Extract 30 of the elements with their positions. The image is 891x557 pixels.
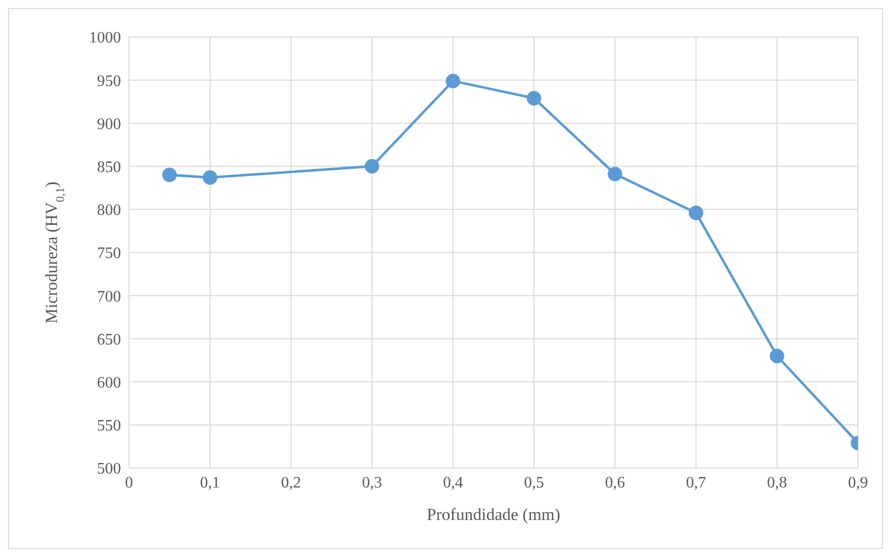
y-tick-label: 650 (97, 331, 121, 348)
x-tick-label: 0 (125, 474, 133, 492)
point (688, 206, 704, 220)
y-tick-label: 850 (97, 158, 121, 176)
y-tick-label: 750 (97, 245, 121, 262)
y-tick-label: 1000 (89, 30, 121, 47)
x-tick-label: 0,6 (605, 474, 625, 492)
x-tick-label: 0,1 (200, 474, 220, 492)
point (202, 170, 218, 185)
y-tick-label: 600 (97, 374, 121, 392)
point (770, 348, 784, 364)
x-tick-label: 0,8 (767, 474, 787, 492)
point (608, 166, 622, 182)
y-tick-label: 550 (97, 418, 121, 435)
y-tick-label: 950 (97, 72, 121, 90)
x-tick-label: 0,4 (443, 474, 463, 492)
y-tick-label: 800 (97, 202, 121, 220)
point (526, 90, 542, 106)
x-tick-label: 0,7 (686, 474, 706, 492)
point (364, 159, 380, 174)
x-tick-label: 0,2 (281, 474, 301, 492)
y-tick-label: 700 (97, 288, 121, 306)
x-axis-title: Profundidade (mm) (426, 505, 560, 524)
y-tick-label: 900 (97, 116, 121, 133)
point (446, 74, 460, 88)
point (162, 168, 177, 182)
x-tick-label: 0,9 (848, 474, 868, 492)
y-tick-label: 500 (97, 460, 121, 478)
x-tick-label: 0,3 (362, 474, 382, 492)
x-tick-label: 0,5 (524, 474, 544, 492)
